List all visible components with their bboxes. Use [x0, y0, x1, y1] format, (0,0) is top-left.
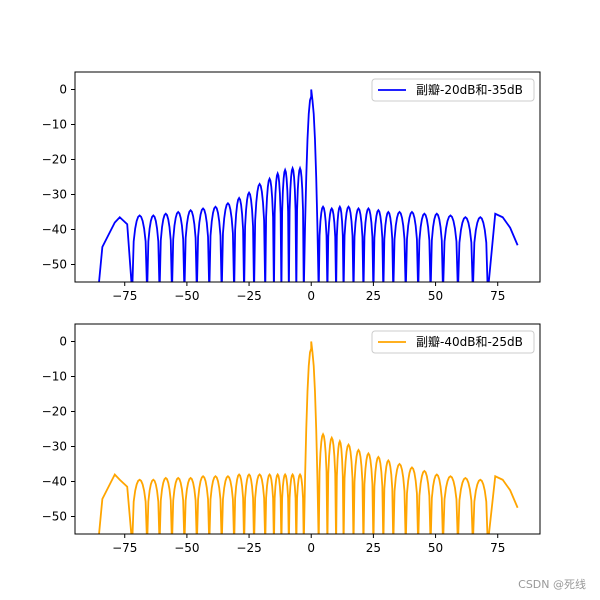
- series-line-1: [98, 89, 519, 282]
- legend: 副瓣-20dB和-35dB: [371, 78, 535, 102]
- x-tick-label: −75: [112, 541, 137, 555]
- legend-box: [371, 78, 535, 102]
- x-tick-label: 25: [366, 541, 381, 555]
- x-tick-label: 75: [490, 541, 505, 555]
- x-tick-label: −25: [236, 541, 261, 555]
- y-tick-label: −20: [42, 405, 67, 419]
- watermark: CSDN @死线: [518, 578, 586, 591]
- chart-panel-1: −75 −50 −25 0 25 50 75 0 −10 −20 −30 −40 −50 副瓣-20dB和…: [42, 71, 541, 303]
- axes-frame: [74, 323, 541, 535]
- x-tick-label: −75: [112, 289, 137, 303]
- y-tick-label: −10: [42, 370, 67, 384]
- chart-panel-2: −75 −50 −25 0 25 50 75 0 −10 −20 −30 −40 −50 副瓣-40dB和…: [42, 323, 541, 555]
- y-tick-label: −50: [42, 510, 67, 524]
- axes-frame: [74, 71, 541, 283]
- series-line-1: [98, 341, 519, 534]
- x-tick-label: 0: [307, 289, 315, 303]
- y-tick-label: 0: [59, 335, 67, 349]
- x-tick-label: −50: [174, 289, 199, 303]
- x-tick-label: 0: [307, 541, 315, 555]
- legend: 副瓣-40dB和-25dB: [371, 330, 535, 354]
- y-tick-label: −40: [42, 475, 67, 489]
- y-tick-label: −30: [42, 440, 67, 454]
- legend-box: [371, 330, 535, 354]
- x-tick-label: 25: [366, 289, 381, 303]
- y-tick-label: −20: [42, 153, 67, 167]
- y-tick-label: −30: [42, 188, 67, 202]
- x-tick-label: 50: [428, 289, 443, 303]
- x-tick-label: 50: [428, 541, 443, 555]
- y-tick-label: 0: [59, 83, 67, 97]
- y-tick-label: −50: [42, 258, 67, 272]
- y-tick-label: −40: [42, 223, 67, 237]
- x-tick-label: 75: [490, 289, 505, 303]
- y-tick-label: −10: [42, 118, 67, 132]
- legend-label: 副瓣-20dB和-35dB: [416, 83, 523, 97]
- x-tick-label: −50: [174, 541, 199, 555]
- x-tick-label: −25: [236, 289, 261, 303]
- legend-label: 副瓣-40dB和-25dB: [416, 335, 523, 349]
